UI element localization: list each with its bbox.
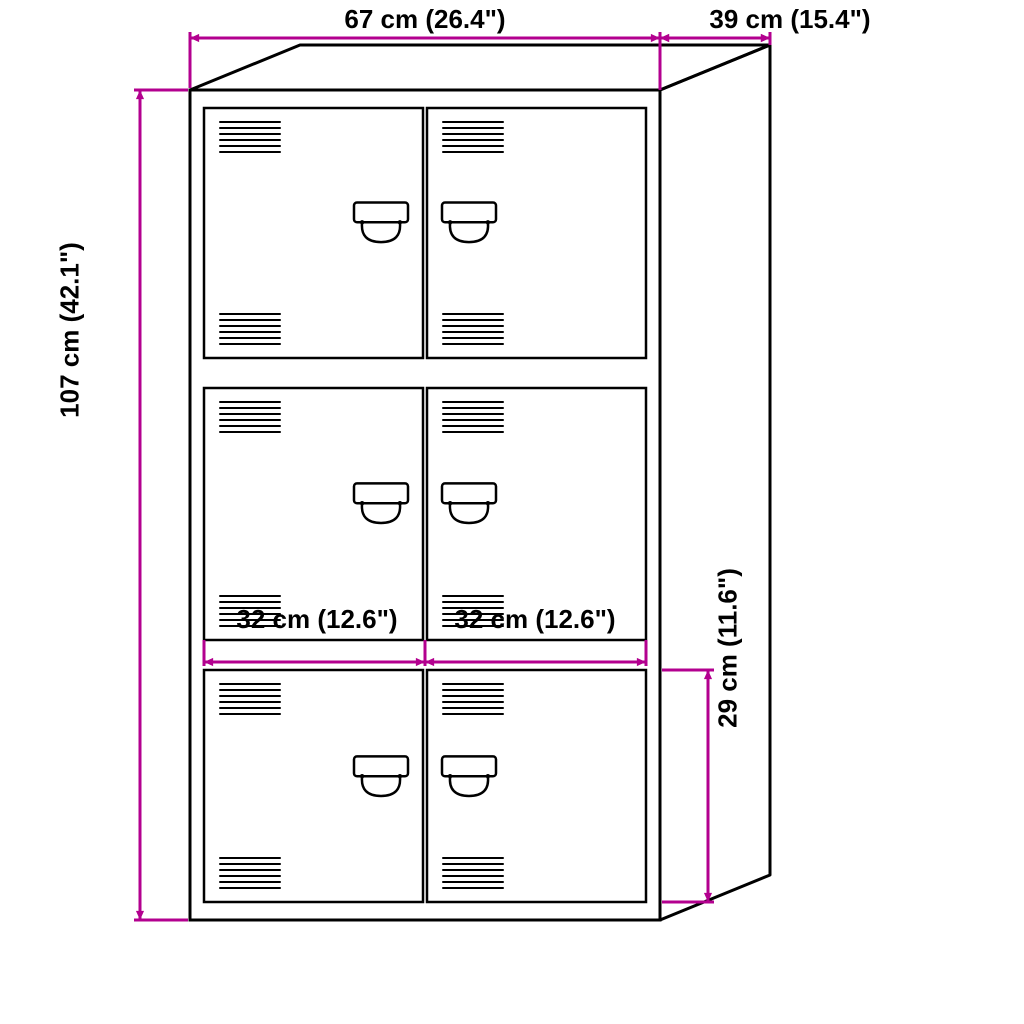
dim-height-label: 107 cm (42.1") [55, 180, 86, 480]
dim-door-left-label: 32 cm (12.6") [212, 604, 422, 635]
dim-depth-label: 39 cm (15.4") [660, 4, 920, 35]
dim-door-right-label: 32 cm (12.6") [430, 604, 640, 635]
dim-bottom-height-label: 29 cm (11.6") [713, 538, 744, 758]
dim-width-label: 67 cm (26.4") [260, 4, 590, 35]
cabinet-dimension-drawing [0, 0, 1024, 1024]
